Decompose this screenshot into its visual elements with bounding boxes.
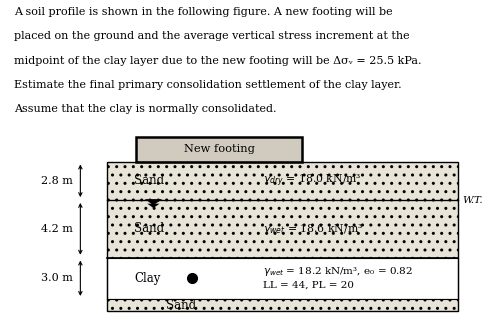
Text: $\gamma_{wet}$ = 18.6 kN/m³: $\gamma_{wet}$ = 18.6 kN/m³ bbox=[263, 222, 363, 236]
Text: 2.8 m: 2.8 m bbox=[41, 176, 73, 186]
Text: Assume that the clay is normally consolidated.: Assume that the clay is normally consoli… bbox=[15, 104, 277, 114]
Text: $\gamma_{dry}$ = 18.0 kN/m³: $\gamma_{dry}$ = 18.0 kN/m³ bbox=[263, 172, 362, 189]
Text: $\gamma_{wet}$ = 18.2 kN/m³, e₀ = 0.82: $\gamma_{wet}$ = 18.2 kN/m³, e₀ = 0.82 bbox=[263, 265, 413, 278]
Polygon shape bbox=[145, 199, 162, 205]
Bar bbox=[107, 299, 458, 311]
Text: Estimate the final primary consolidation settlement of the clay layer.: Estimate the final primary consolidation… bbox=[15, 80, 402, 90]
Bar bbox=[107, 162, 458, 311]
Text: New footing: New footing bbox=[184, 144, 255, 154]
Polygon shape bbox=[147, 204, 160, 208]
Text: 3.0 m: 3.0 m bbox=[41, 273, 73, 283]
Text: placed on the ground and the average vertical stress increment at the: placed on the ground and the average ver… bbox=[15, 31, 410, 41]
Text: Sand: Sand bbox=[134, 222, 164, 235]
Text: Clay: Clay bbox=[134, 272, 160, 285]
Bar bbox=[107, 258, 458, 299]
Text: LL = 44, PL = 20: LL = 44, PL = 20 bbox=[263, 281, 354, 290]
Bar bbox=[136, 137, 302, 162]
Text: midpoint of the clay layer due to the new footing will be Δσᵥ = 25.5 kPa.: midpoint of the clay layer due to the ne… bbox=[15, 56, 422, 66]
Text: Sand: Sand bbox=[166, 299, 196, 311]
Bar bbox=[107, 162, 458, 200]
Text: A soil profile is shown in the following figure. A new footing will be: A soil profile is shown in the following… bbox=[15, 7, 393, 17]
Bar bbox=[107, 200, 458, 258]
Text: W.T.: W.T. bbox=[463, 196, 483, 204]
Text: 4.2 m: 4.2 m bbox=[41, 224, 73, 234]
Text: Sand: Sand bbox=[134, 174, 164, 187]
